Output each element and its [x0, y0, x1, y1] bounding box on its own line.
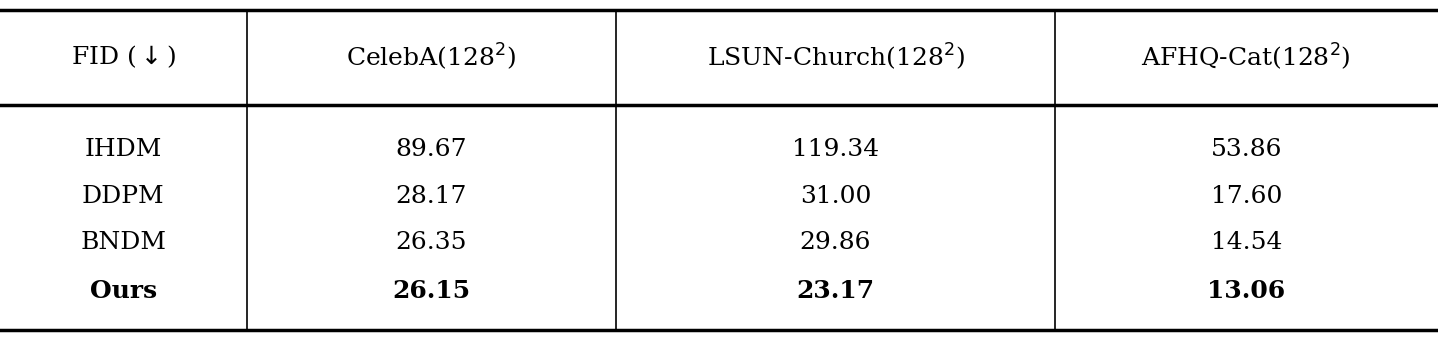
- Text: 119.34: 119.34: [792, 138, 879, 161]
- Text: 14.54: 14.54: [1211, 231, 1281, 254]
- Text: 53.86: 53.86: [1211, 138, 1283, 161]
- Text: 28.17: 28.17: [395, 185, 467, 207]
- Text: AFHQ-Cat(128$^2$): AFHQ-Cat(128$^2$): [1142, 41, 1352, 72]
- Text: 26.35: 26.35: [395, 231, 467, 254]
- Text: 29.86: 29.86: [800, 231, 871, 254]
- Text: BNDM: BNDM: [81, 231, 167, 254]
- Text: IHDM: IHDM: [85, 138, 162, 161]
- Text: DDPM: DDPM: [82, 185, 164, 207]
- Text: 17.60: 17.60: [1211, 185, 1281, 207]
- Text: 13.06: 13.06: [1208, 279, 1286, 303]
- Text: 89.67: 89.67: [395, 138, 467, 161]
- Text: CelebA(128$^2$): CelebA(128$^2$): [347, 41, 516, 72]
- Text: Ours: Ours: [89, 279, 157, 303]
- Text: LSUN-Church(128$^2$): LSUN-Church(128$^2$): [706, 41, 965, 72]
- Text: FID ($\downarrow$): FID ($\downarrow$): [70, 43, 175, 70]
- Text: 23.17: 23.17: [797, 279, 874, 303]
- Text: 31.00: 31.00: [800, 185, 871, 207]
- Text: 26.15: 26.15: [393, 279, 470, 303]
